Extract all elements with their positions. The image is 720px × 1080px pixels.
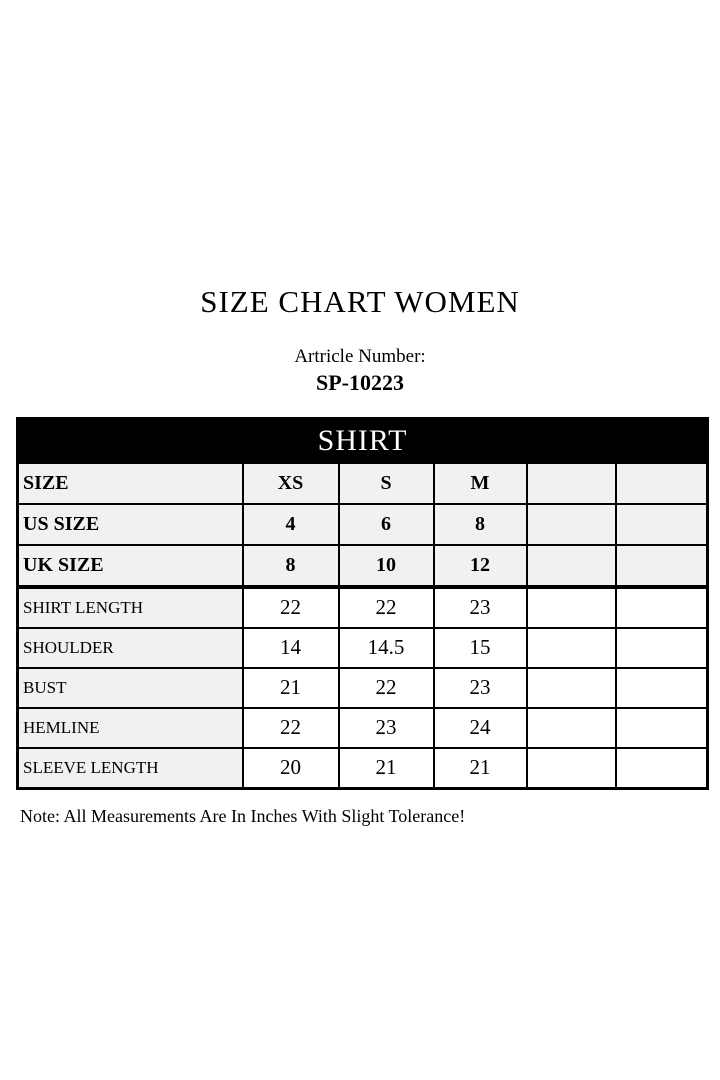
cell-shirt-length-m: 23 xyxy=(432,585,528,629)
row-label: US SIZE xyxy=(16,502,244,546)
cell-shoulder-s: 14.5 xyxy=(337,626,435,669)
cell-bust-m: 23 xyxy=(432,666,528,709)
cell-size-xs: XS xyxy=(241,461,340,505)
cell-size-m: M xyxy=(432,461,528,505)
row-label: UK SIZE xyxy=(16,543,244,589)
cell-uk-xs: 8 xyxy=(241,543,340,589)
cell-us-xs: 4 xyxy=(241,502,340,546)
cell-empty xyxy=(525,543,617,589)
cell-shoulder-xs: 14 xyxy=(241,626,340,669)
cell-sleeve-length-xs: 20 xyxy=(241,746,340,790)
cell-empty xyxy=(525,666,617,709)
cell-empty xyxy=(525,461,617,505)
table-title: SHIRT xyxy=(16,417,709,464)
note-text: Note: All Measurements Are In Inches Wit… xyxy=(20,805,466,826)
table-row-shoulder: SHOULDER 14 14.5 15 xyxy=(16,626,709,669)
cell-hemline-xs: 22 xyxy=(241,706,340,749)
cell-sleeve-length-s: 21 xyxy=(337,746,435,790)
cell-sleeve-length-m: 21 xyxy=(432,746,528,790)
cell-empty xyxy=(525,706,617,749)
cell-empty xyxy=(525,746,617,790)
table-row-sleeve-length: SLEEVE LENGTH 20 21 21 xyxy=(16,746,709,790)
cell-empty xyxy=(614,666,709,709)
table-row-size: SIZE XS S M xyxy=(16,461,709,505)
cell-uk-s: 10 xyxy=(337,543,435,589)
cell-empty xyxy=(525,585,617,629)
table-row-us-size: US SIZE 4 6 8 xyxy=(16,502,709,546)
cell-shoulder-m: 15 xyxy=(432,626,528,669)
article-number-value: SP-10223 xyxy=(316,370,404,396)
cell-uk-m: 12 xyxy=(432,543,528,589)
cell-empty xyxy=(614,746,709,790)
cell-empty xyxy=(525,626,617,669)
cell-shirt-length-s: 22 xyxy=(337,585,435,629)
size-table: SHIRT SIZE XS S M US SIZE 4 6 8 UK SIZE xyxy=(16,416,709,790)
row-label: SLEEVE LENGTH xyxy=(16,746,244,790)
cell-shirt-length-xs: 22 xyxy=(241,585,340,629)
cell-us-m: 8 xyxy=(432,502,528,546)
row-label: SHIRT LENGTH xyxy=(16,585,244,629)
cell-bust-xs: 21 xyxy=(241,666,340,709)
row-label: HEMLINE xyxy=(16,706,244,749)
cell-empty xyxy=(614,502,709,546)
table-row-bust: BUST 21 22 23 xyxy=(16,666,709,709)
row-label: SHOULDER xyxy=(16,626,244,669)
cell-empty xyxy=(614,461,709,505)
cell-empty xyxy=(614,585,709,629)
cell-hemline-s: 23 xyxy=(337,706,435,749)
row-label: SIZE xyxy=(16,461,244,505)
cell-empty xyxy=(614,543,709,589)
cell-hemline-m: 24 xyxy=(432,706,528,749)
cell-empty xyxy=(525,502,617,546)
table-row-uk-size: UK SIZE 8 10 12 xyxy=(16,543,709,589)
table-row-shirt-length: SHIRT LENGTH 22 22 23 xyxy=(16,585,709,629)
row-label: BUST xyxy=(16,666,244,709)
cell-empty xyxy=(614,706,709,749)
cell-bust-s: 22 xyxy=(337,666,435,709)
table-row-hemline: HEMLINE 22 23 24 xyxy=(16,706,709,749)
cell-empty xyxy=(614,626,709,669)
page-title: SIZE CHART WOMEN xyxy=(200,284,520,319)
article-number-label: Artricle Number: xyxy=(294,345,426,367)
cell-size-s: S xyxy=(337,461,435,505)
cell-us-s: 6 xyxy=(337,502,435,546)
table-title-row: SHIRT xyxy=(16,417,709,464)
